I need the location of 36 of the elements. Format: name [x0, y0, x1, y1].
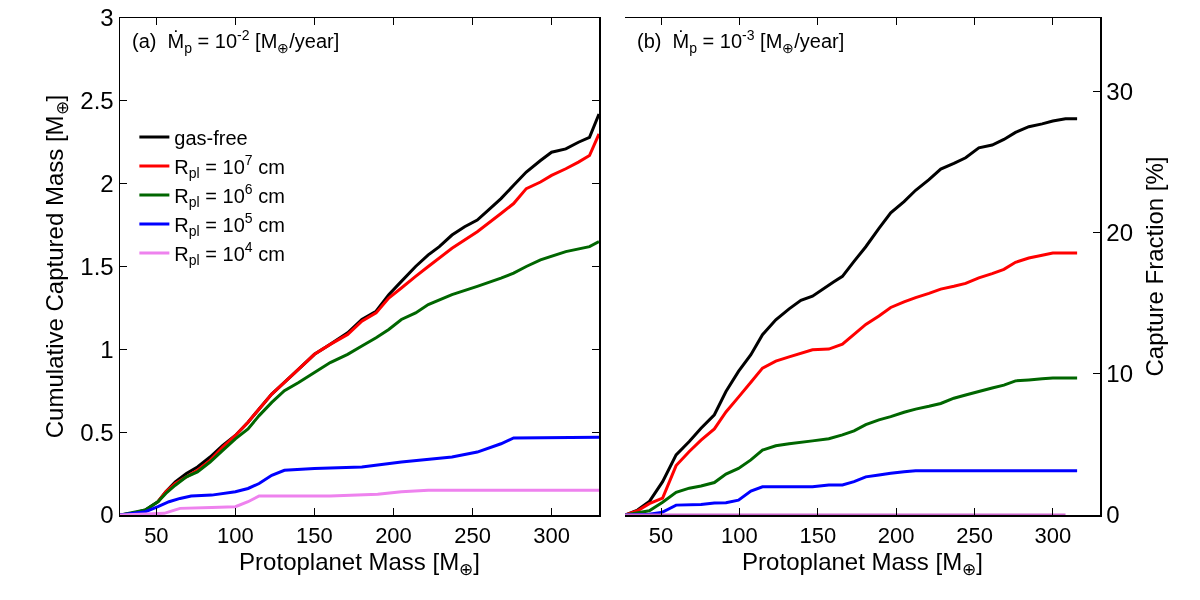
x-tick-label: 200 — [375, 522, 412, 548]
y-tick-label: 1 — [100, 335, 114, 363]
x-tick-label: 300 — [1034, 522, 1072, 548]
x-tick-label: 250 — [956, 522, 993, 548]
y-tick-label: 3 — [100, 4, 114, 32]
y2-axis-title: Capture Fraction [%] — [1141, 156, 1169, 377]
legend-label: R$_{pl}$ = 10$^{4}$ cm — [174, 239, 285, 268]
x-tick-label: 100 — [721, 522, 758, 548]
y-tick-label: 2 — [100, 170, 114, 198]
x-tick-label: 250 — [454, 522, 491, 548]
legend-label: R$_{pl}$ = 10$^{7}$ cm — [174, 152, 285, 181]
y-tick-label: 2.5 — [80, 87, 114, 115]
line-series — [120, 488, 599, 515]
x-tick-label: 150 — [799, 522, 837, 548]
x-tick-label: 300 — [533, 522, 570, 548]
x-tick-label: 200 — [877, 522, 915, 548]
line-series — [625, 251, 1079, 515]
y2-tick-label: 20 — [1106, 219, 1133, 247]
legend-label: R$_{pl}$ = 10$^{5}$ cm — [174, 210, 285, 239]
x-axis-title: Protoplanet Mass [M$_{⊕}$] — [239, 547, 480, 579]
y2-tick-label: 0 — [1106, 501, 1120, 529]
legend-label: gas-free — [174, 126, 248, 149]
y2-tick-label: 30 — [1106, 77, 1133, 105]
annotation: (a) Ṁ$_{p}$ = 10$^{-2}$ [M$_{⊕}$/year] — [132, 27, 340, 56]
line-series — [625, 469, 1079, 515]
legend-label: R$_{pl}$ = 10$^{6}$ cm — [174, 181, 285, 210]
x-tick-label: 50 — [144, 522, 169, 548]
x-axis-title: Protoplanet Mass [M$_{⊕}$] — [742, 547, 983, 579]
y-tick-label: 1.5 — [80, 252, 114, 280]
x-tick-label: 150 — [296, 522, 333, 548]
y2-tick-label: 10 — [1106, 360, 1133, 388]
y-tick-label: 0 — [100, 501, 114, 529]
annotation: (b) Ṁ$_{p}$ = 10$^{-3}$ [M$_{⊕}$/year] — [637, 27, 845, 56]
x-tick-label: 50 — [648, 522, 674, 548]
x-tick-label: 100 — [217, 522, 254, 548]
y-tick-label: 0.5 — [80, 418, 114, 446]
